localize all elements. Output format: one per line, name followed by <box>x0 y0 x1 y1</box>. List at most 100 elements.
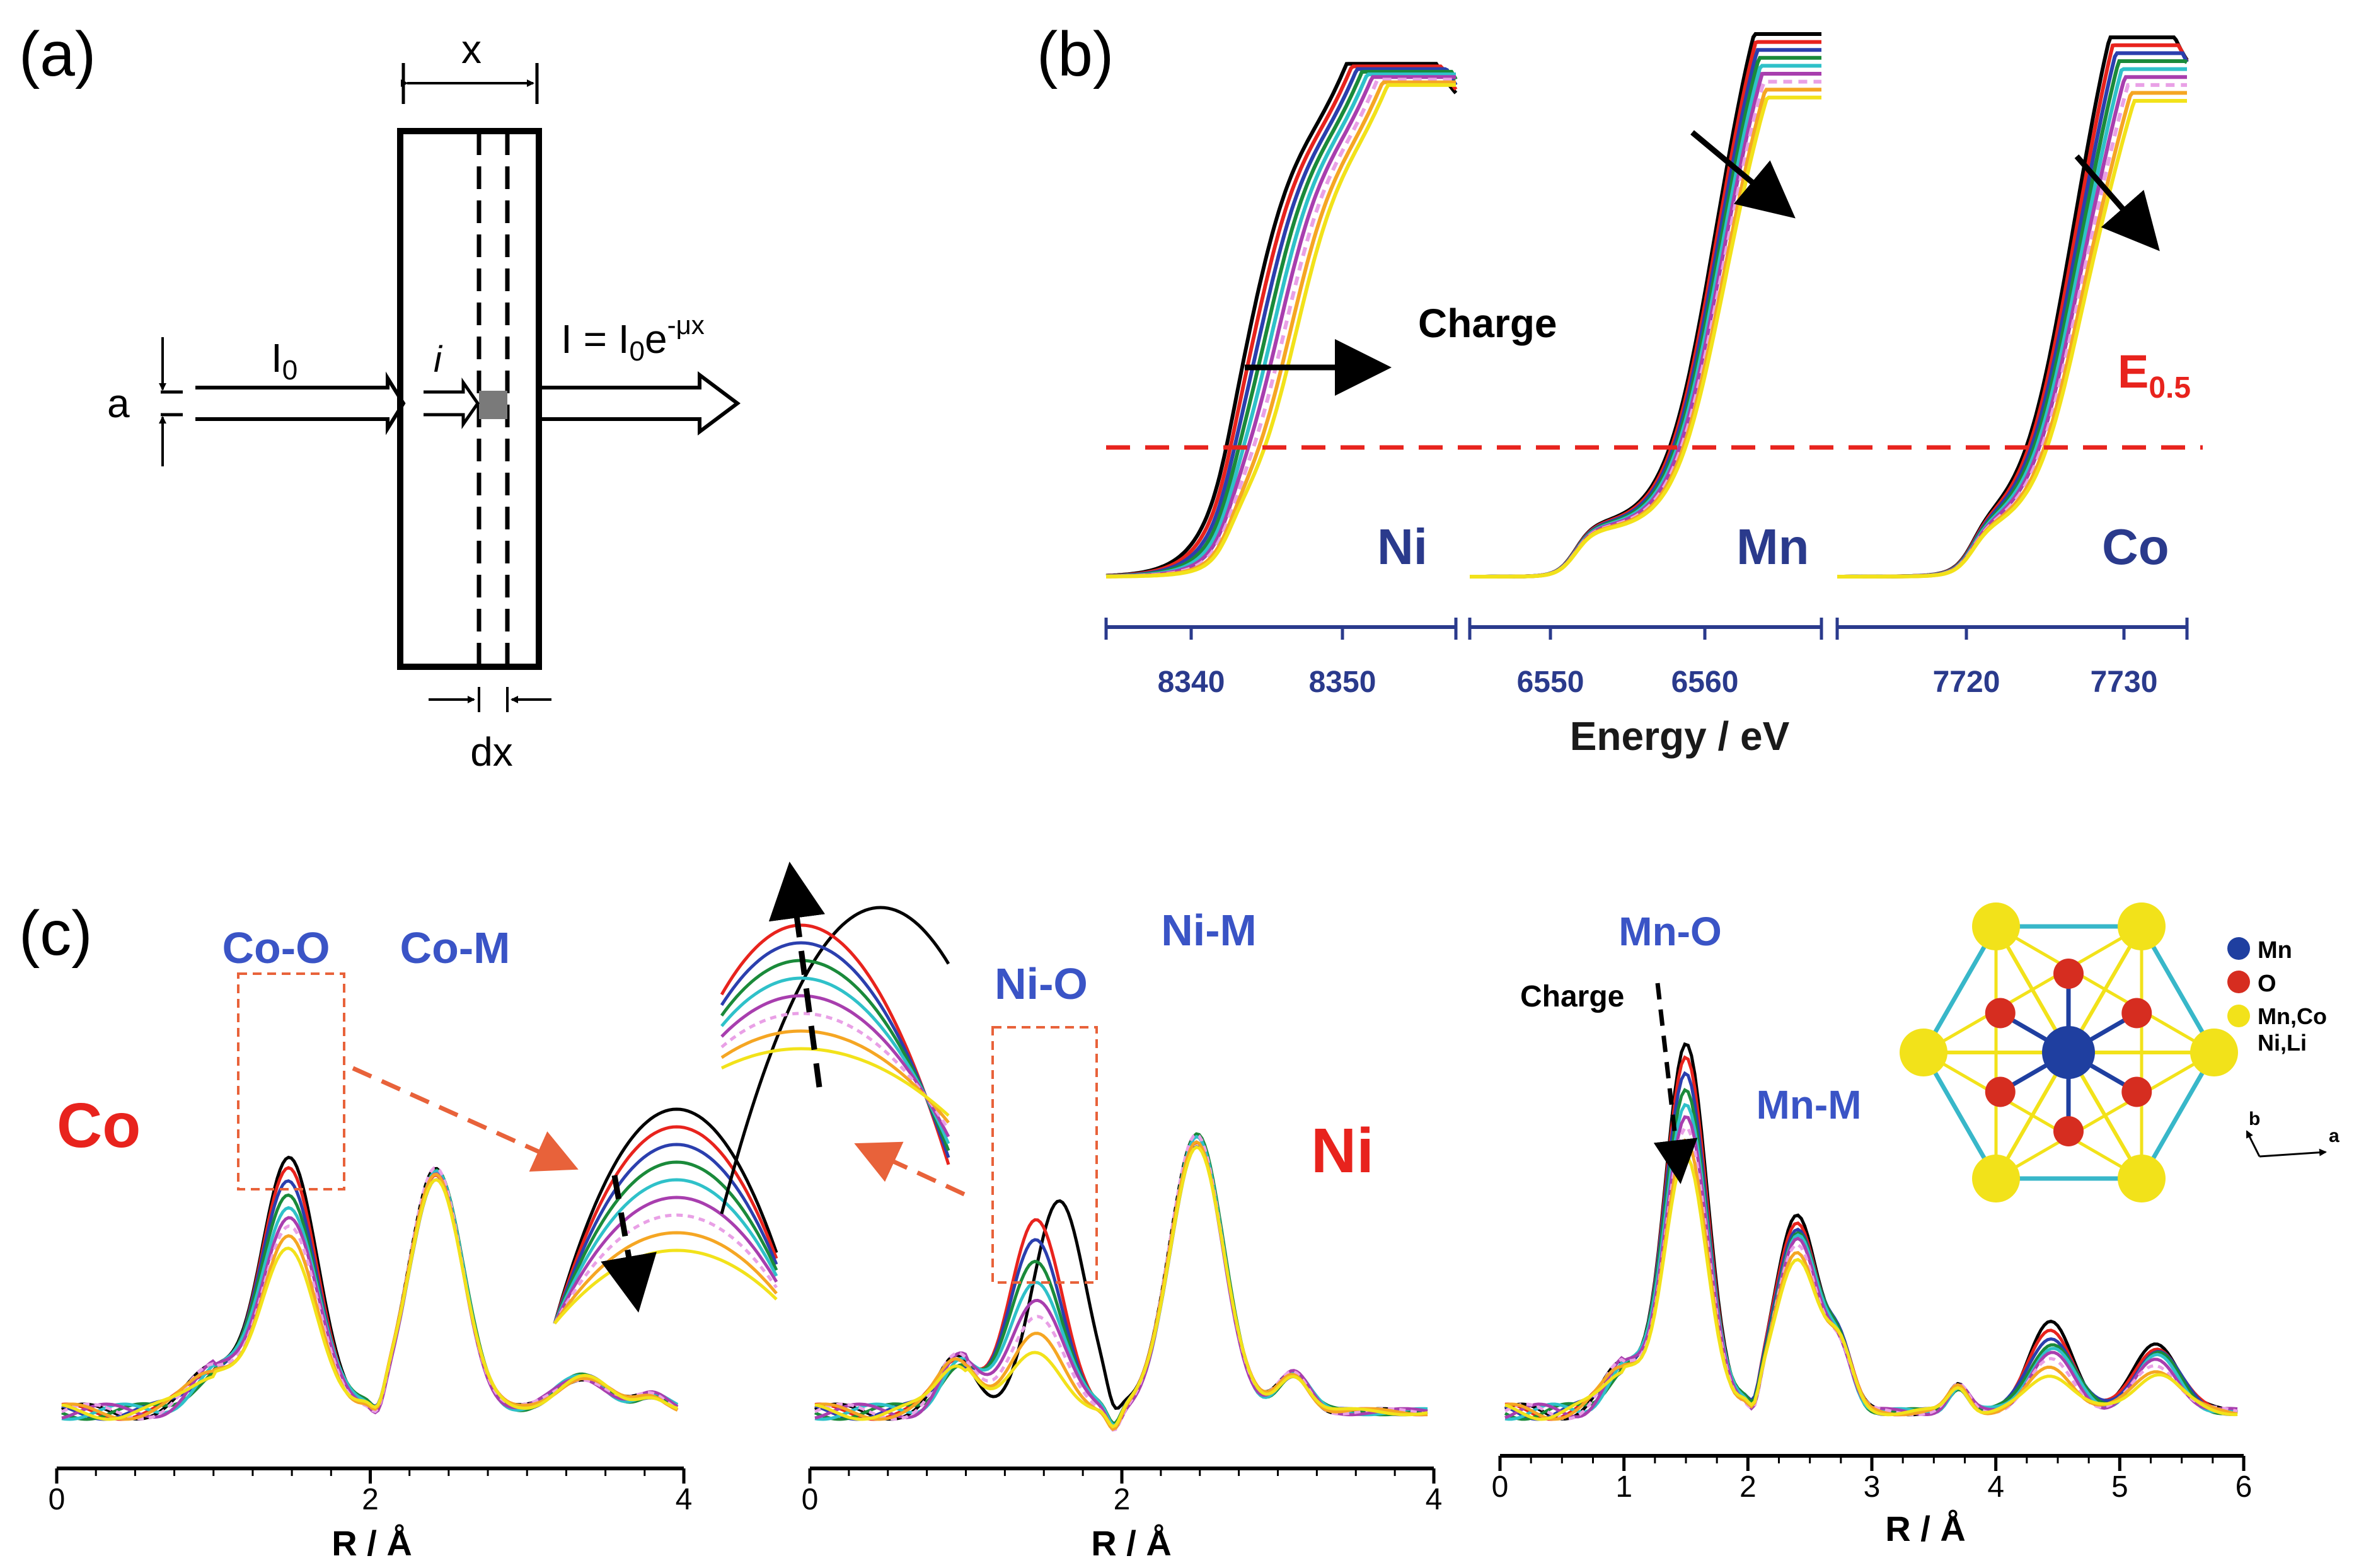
exafs-tick-label: 0 <box>49 1483 66 1516</box>
exafs-tick-label: 0 <box>1492 1470 1509 1504</box>
ni-inset-series-8 <box>720 1029 950 1124</box>
co-o-peak-label: Co-O <box>222 923 330 972</box>
ni-zoom-inset <box>720 862 950 1214</box>
exafs-tick-label: 1 <box>1615 1470 1632 1504</box>
mn-white-line-arrow <box>1690 130 1796 219</box>
co-inset-series-4 <box>553 1160 778 1324</box>
oxygen-atom <box>2121 1076 2152 1107</box>
xanes-tick-label: 6550 <box>1517 666 1584 699</box>
exafs-mn-series-9 <box>1504 1153 2238 1421</box>
exafs-co-series-8 <box>61 1173 679 1421</box>
xanes-ni-series-1 <box>1105 62 1458 578</box>
incident-beam-arrow <box>195 371 406 435</box>
exafs-tick-label: 3 <box>1864 1470 1881 1504</box>
mn-o-peak-label: Mn-O <box>1618 909 1722 954</box>
xanes-co-series-7 <box>1837 83 2187 579</box>
mn-charge-label: Charge <box>1520 980 1624 1013</box>
ni-element-label: Ni <box>1311 1115 1374 1186</box>
co-element-label: Co <box>57 1090 141 1161</box>
xanes-co-series-8 <box>1837 91 2187 579</box>
exafs-co-series-3 <box>61 1178 678 1421</box>
exafs-tick-label: 2 <box>1114 1483 1131 1516</box>
exafs-tick-label: 2 <box>362 1483 379 1516</box>
oxygen-atom <box>2053 1116 2084 1146</box>
axis-a-label: a <box>2329 1126 2340 1146</box>
legend-mn-label: Mn <box>2258 937 2292 964</box>
ni-o-peak-label: Ni-O <box>995 959 1088 1008</box>
exafs-tick-label: 6 <box>2236 1470 2253 1504</box>
exafs-co-series-4 <box>61 1168 678 1421</box>
co-inset-series-2 <box>553 1125 778 1324</box>
internal-beam-arrow <box>424 378 480 429</box>
co-inset-series-6 <box>553 1196 778 1325</box>
beer-lambert-equation: I = I0e-μx <box>561 310 705 367</box>
i-label: i <box>434 339 443 380</box>
co-exafs-xlabel: R / Å <box>332 1523 412 1563</box>
exafs-co-series-5 <box>61 1169 679 1421</box>
xanes-tick-label: 6560 <box>1671 666 1739 699</box>
ni-inset-series-1 <box>720 906 950 1214</box>
legend-mix-label-2: Ni,Li <box>2258 1030 2307 1056</box>
mn-charge-arrow <box>1653 983 1698 1184</box>
legend-mn-marker <box>2227 937 2250 960</box>
oxygen-atom <box>1985 1076 2016 1107</box>
ni-inset-series-2 <box>720 923 950 1165</box>
exafs-co-series-9 <box>61 1178 678 1421</box>
mixed-cation-atom <box>2118 1155 2166 1202</box>
xanes-xlabel: Energy / eV <box>1570 713 1790 759</box>
axis-b-label: b <box>2249 1109 2260 1129</box>
panel-b-label: (b) <box>1037 19 1114 89</box>
co-inset-series-8 <box>553 1231 778 1325</box>
xanes-tick-label: 8340 <box>1158 666 1225 699</box>
xanes-co-series-6 <box>1837 75 2187 579</box>
mixed-cation-atom <box>2118 902 2166 950</box>
crystal-structure-inset: Mn O Mn,Co Ni,Li b a <box>1900 902 2340 1202</box>
xanes-mn-series-9 <box>1470 95 1821 579</box>
legend-o-marker <box>2227 971 2250 993</box>
panel-a: (a) x I0 i a I = I0e-μx dx <box>19 19 741 775</box>
oxygen-atom <box>2121 998 2152 1029</box>
sample-slab <box>397 128 542 670</box>
co-zoom-inset <box>553 1107 778 1325</box>
co-inset-series-3 <box>553 1143 778 1324</box>
legend-mix-marker <box>2227 1005 2250 1027</box>
axis-a-arrow <box>2259 1148 2327 1158</box>
xanes-tick-label: 8350 <box>1309 666 1376 699</box>
panel-b: (b) E0.5 Charge Ni Mn Co 8340 8350 6550 656… <box>1037 19 2203 759</box>
mixed-cation-atom <box>2190 1029 2238 1076</box>
mn-exafs-xlabel: R / Å <box>1885 1509 1966 1548</box>
panel-c: (c) 0 2 4 0 2 4 0 1 2 3 4 5 6 Co-O Co-M Co Ni-O Ni-M… <box>19 862 2340 1563</box>
co-inset-series-1 <box>553 1107 778 1324</box>
ni-zoom-arrow <box>854 1141 966 1197</box>
xanes-curves <box>1105 32 2189 579</box>
co-white-line-arrow <box>2074 154 2160 251</box>
ni-zoom-box <box>991 1026 1098 1284</box>
crystal-atoms <box>1900 902 2238 1202</box>
charge-label: Charge <box>1418 301 1557 346</box>
e05-label: E0.5 <box>2118 345 2191 405</box>
mn-edge-label: Mn <box>1736 519 1809 575</box>
exafs-tick-label: 4 <box>1987 1470 2004 1504</box>
mn-m-peak-label: Mn-M <box>1756 1082 1861 1127</box>
xanes-co-series-9 <box>1837 99 2187 579</box>
bond-mix-mix <box>1995 925 2215 1054</box>
co-inset-trend-arrow <box>601 1175 657 1313</box>
co-zoom-arrow <box>352 1066 579 1172</box>
xanes-axes: 8340 8350 6550 6560 7720 7730 <box>1104 618 2189 699</box>
mixed-cation-atom <box>1900 1029 1947 1076</box>
ni-inset-series-4 <box>720 959 950 1151</box>
xanes-tick-label: 7720 <box>1933 666 2000 699</box>
dx-label: dx <box>470 729 513 775</box>
exafs-mn-series-8 <box>1504 1138 2238 1421</box>
ni-inset-series-6 <box>720 994 950 1138</box>
mixed-cation-atom <box>1972 902 2020 950</box>
transmitted-beam-arrow <box>541 371 741 435</box>
mn-center-atom <box>2042 1026 2095 1079</box>
exafs-ni-series-3 <box>814 1144 1428 1426</box>
xanes-ni-series-9 <box>1106 83 1456 579</box>
exafs-curves <box>61 1042 2238 1432</box>
I0-label: I0 <box>271 335 297 386</box>
legend-mix-label-1: Mn,Co <box>2258 1003 2327 1029</box>
co-edge-label: Co <box>2102 519 2169 575</box>
